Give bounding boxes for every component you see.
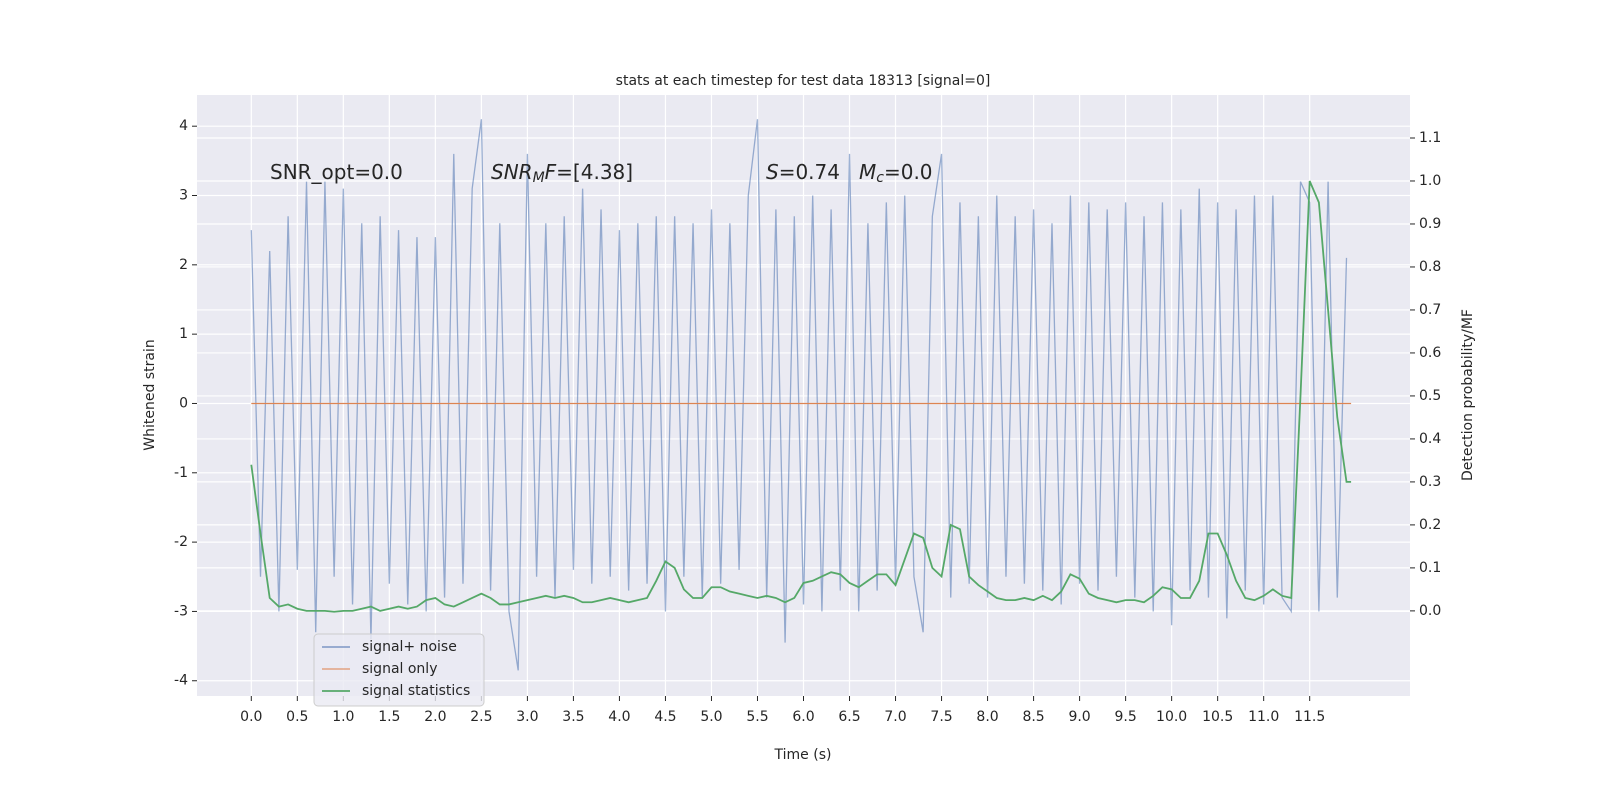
annotation-part: =0.74 [779,160,840,184]
marks [250,119,1352,671]
x-tick-label: 11.0 [1248,709,1279,725]
x-tick-label: 10.0 [1156,709,1187,725]
x-tick-label: 10.5 [1202,709,1233,725]
x-tick-label: 3.5 [562,709,584,725]
x-tick-label: 5.5 [746,709,768,725]
x-tick-label: 0.0 [240,709,262,725]
chart-title: stats at each timestep for test data 183… [616,73,991,89]
x-tick-label: 4.0 [608,709,630,725]
y2-tick-label: 0.0 [1419,603,1441,619]
x-tick-label: 9.5 [1114,709,1136,725]
annotation-part: F [545,160,557,184]
y2-tick-label: 0.3 [1419,474,1441,490]
y2-tick-label: 0.2 [1419,517,1441,533]
x-tick-label: 1.0 [332,709,354,725]
y-tick-label: 1 [179,326,188,342]
x-tick-label: 3.0 [516,709,538,725]
x-tick-label: 2.0 [424,709,446,725]
y2-tick-label: 0.6 [1419,345,1441,361]
x-tick-label: 1.5 [378,709,400,725]
annotation-part: SNR [491,160,533,184]
x-tick-label: 7.0 [884,709,906,725]
x-tick-label: 11.5 [1294,709,1325,725]
y-tick-label: 2 [179,257,188,273]
annotation: Mc=0.0 [859,160,933,187]
x-tick-label: 6.5 [838,709,860,725]
y-tick-label: -3 [174,603,188,619]
annotation-part: c [876,170,884,186]
annotation-part: M [533,170,545,186]
y2-tick-label: 1.0 [1419,173,1441,189]
x-axis-label: Time (s) [774,747,832,763]
y2-axis-label: Detection probability/MF [1460,309,1476,481]
y2-tick-label: 0.9 [1419,216,1441,232]
annotation: SNRMF=[4.38] [491,160,633,187]
annotation: SNR_opt=0.0 [270,160,403,184]
x-tick-label: 8.0 [976,709,998,725]
y-tick-label: 0 [179,395,188,411]
annotation-part: M [859,160,876,184]
annotation-part: =0.0 [884,160,933,184]
x-tick-label: 6.0 [792,709,814,725]
x-tick-label: 4.5 [654,709,676,725]
x-tick-label: 5.0 [700,709,722,725]
y-tick-label: 4 [179,118,188,134]
x-tick-label: 8.5 [1022,709,1044,725]
y2-tick-label: 0.1 [1419,560,1441,576]
x-tick-label: 9.0 [1068,709,1090,725]
y2-tick-label: 0.5 [1419,388,1441,404]
y2-tick-label: 0.4 [1419,431,1441,447]
y2-tick-label: 0.7 [1419,302,1441,318]
annotation: S=0.74 [766,160,840,184]
annotation-part: =[4.38] [556,160,633,184]
y2-tick-label: 1.1 [1419,130,1441,146]
legend-label: signal+ noise [362,639,457,655]
y-tick-label: 3 [179,188,188,204]
legend-label: signal only [362,661,437,677]
annotation-part: S [766,160,779,184]
y-tick-label: -2 [174,534,188,550]
x-tick-label: 0.5 [286,709,308,725]
x-tick-label: 7.5 [930,709,952,725]
y2-tick-label: 0.8 [1419,259,1441,275]
annotation-part: SNR_opt=0.0 [270,160,403,184]
series-line [250,119,1348,671]
y-tick-label: -1 [174,465,188,481]
x-tick-label: 2.5 [470,709,492,725]
legend-box [313,633,485,707]
series-line [250,180,1352,613]
y-tick-label: -4 [174,673,188,689]
legend-label: signal statistics [362,683,470,699]
y-axis-label: Whitened strain [142,339,158,450]
